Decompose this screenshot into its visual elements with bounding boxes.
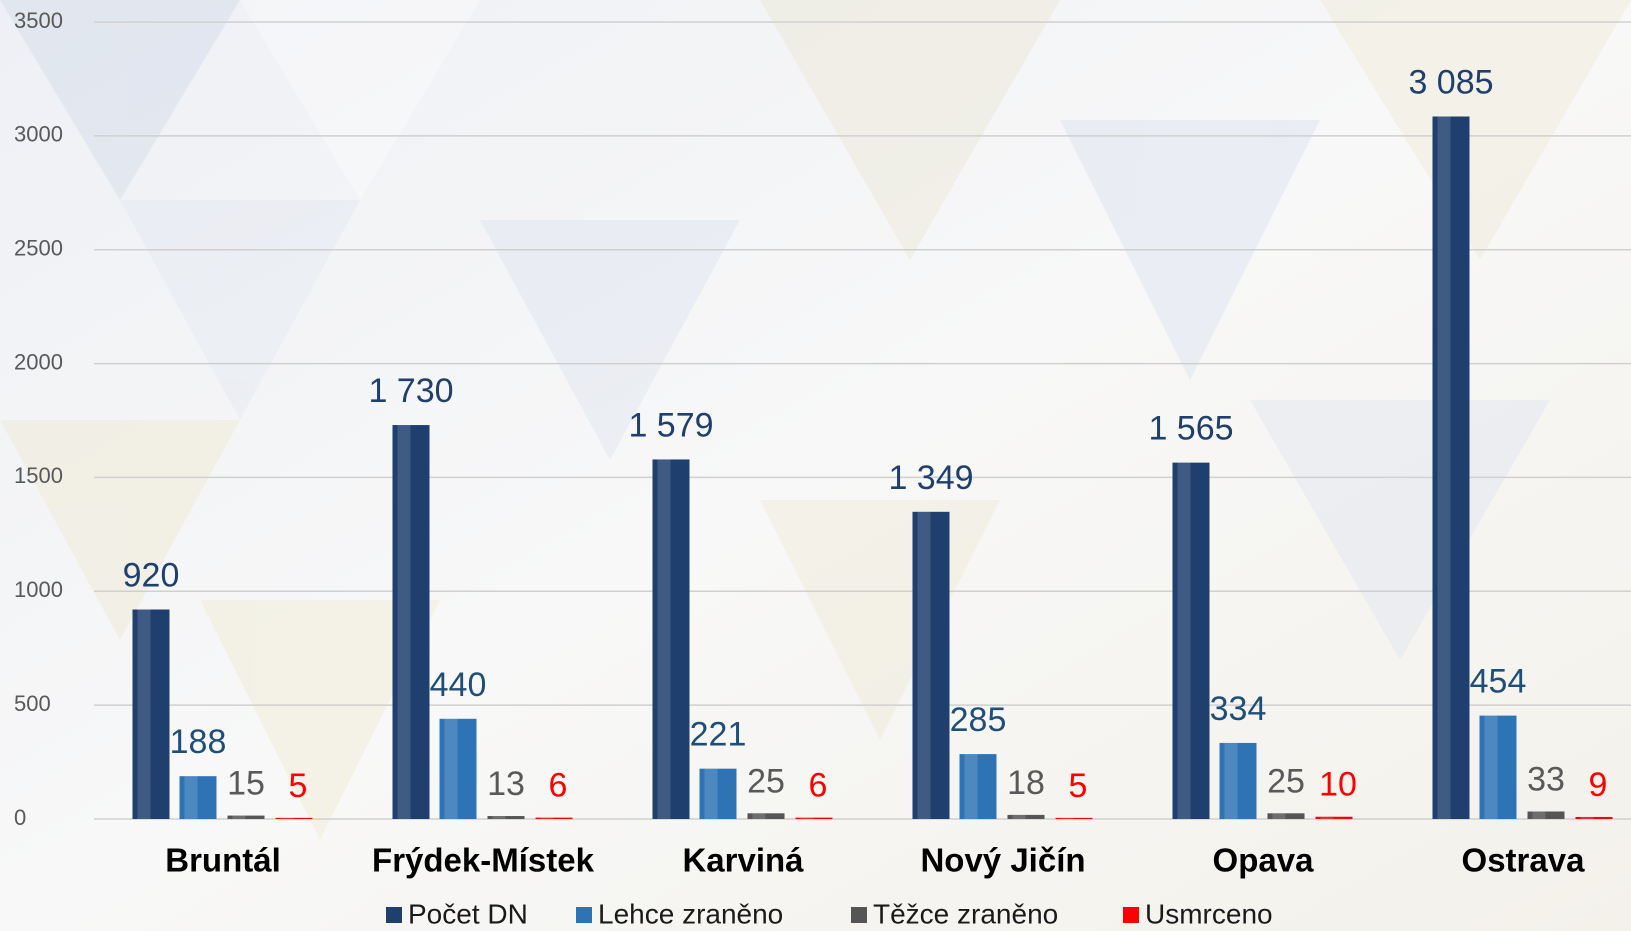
bar-highlight xyxy=(1012,814,1026,819)
data-label: 440 xyxy=(430,666,487,704)
data-label: 1 349 xyxy=(888,459,973,497)
bar xyxy=(912,511,950,819)
bar xyxy=(392,425,430,819)
x-tick-label: Frýdek-Místek xyxy=(372,842,595,879)
bar xyxy=(747,813,785,819)
y-tick-label: 2000 xyxy=(14,349,63,374)
legend-swatch xyxy=(851,907,867,923)
bar-highlight xyxy=(137,609,151,819)
bar-highlight xyxy=(397,425,411,819)
data-label: 285 xyxy=(950,701,1007,739)
bar-highlight xyxy=(280,817,294,819)
bar-highlight xyxy=(540,817,554,819)
bar-highlight xyxy=(657,459,671,819)
data-label: 18 xyxy=(1007,764,1045,802)
bar xyxy=(959,754,997,819)
data-label: 5 xyxy=(1069,767,1088,805)
data-label: 5 xyxy=(289,767,308,805)
bar-highlight xyxy=(1060,817,1074,819)
legend-swatch xyxy=(386,907,402,923)
data-label: 15 xyxy=(227,765,265,803)
y-tick-label: 3500 xyxy=(14,8,63,33)
data-label: 221 xyxy=(690,716,747,754)
bar xyxy=(487,816,525,819)
bar xyxy=(1172,462,1210,819)
x-tick-label: Karviná xyxy=(682,842,804,879)
data-label: 25 xyxy=(747,762,785,800)
bar xyxy=(1527,811,1565,819)
bar-highlight xyxy=(1224,742,1238,819)
bar xyxy=(439,718,477,819)
data-label: 25 xyxy=(1267,762,1305,800)
data-label: 188 xyxy=(170,723,227,761)
legend-label: Těžce zraněno xyxy=(873,898,1058,929)
bar xyxy=(652,459,690,819)
bar-highlight xyxy=(1484,715,1498,819)
bar-highlight xyxy=(800,817,814,819)
x-tick-label: Bruntál xyxy=(165,842,281,879)
bar xyxy=(1575,816,1613,819)
bar-highlight xyxy=(1177,462,1191,819)
bar-highlight xyxy=(444,718,458,819)
y-tick-label: 1500 xyxy=(14,463,63,488)
legend-label: Lehce zraněno xyxy=(598,898,783,929)
bar xyxy=(699,768,737,819)
y-tick-label: 2500 xyxy=(14,236,63,261)
bar xyxy=(1055,817,1093,819)
bar xyxy=(535,817,573,819)
data-label: 1 579 xyxy=(628,406,713,444)
data-label: 33 xyxy=(1527,760,1565,798)
data-label: 334 xyxy=(1210,690,1267,728)
legend-label: Počet DN xyxy=(408,898,528,929)
bar xyxy=(1479,715,1517,819)
bar xyxy=(1267,813,1305,819)
y-tick-label: 500 xyxy=(14,691,51,716)
legend-label: Usmrceno xyxy=(1145,898,1273,929)
data-label: 1 565 xyxy=(1148,410,1233,448)
bar xyxy=(179,776,217,819)
x-tick-label: Ostrava xyxy=(1462,842,1586,879)
data-label: 6 xyxy=(549,767,568,805)
data-label: 10 xyxy=(1319,766,1357,804)
data-label: 920 xyxy=(123,556,180,594)
bar xyxy=(132,609,170,819)
bar-highlight xyxy=(1437,116,1451,820)
bar-highlight xyxy=(1320,816,1334,819)
data-label: 13 xyxy=(487,765,525,803)
x-tick-label: Opava xyxy=(1213,842,1315,879)
bar xyxy=(1315,816,1353,819)
data-label: 9 xyxy=(1589,766,1608,804)
data-label: 3 085 xyxy=(1408,63,1493,101)
data-label: 454 xyxy=(1470,663,1527,701)
bar-highlight xyxy=(1532,811,1546,819)
bar xyxy=(275,817,313,819)
y-tick-label: 3000 xyxy=(14,122,63,147)
bar-highlight xyxy=(917,511,931,819)
bar-highlight xyxy=(704,768,718,819)
bar-highlight xyxy=(1580,816,1594,819)
bar xyxy=(1007,814,1045,819)
bar-highlight xyxy=(752,813,766,819)
bar-highlight xyxy=(964,754,978,819)
bar-highlight xyxy=(184,776,198,819)
x-tick-label: Nový Jičín xyxy=(920,842,1085,879)
data-label: 6 xyxy=(809,767,828,805)
bar xyxy=(795,817,833,819)
bar-highlight xyxy=(1272,813,1286,819)
bar-highlight xyxy=(492,816,506,819)
bar xyxy=(227,815,265,819)
bar xyxy=(1432,116,1470,820)
legend-swatch xyxy=(576,907,592,923)
legend-swatch xyxy=(1123,907,1139,923)
bar xyxy=(1219,742,1257,819)
y-tick-label: 0 xyxy=(14,805,26,830)
data-label: 1 730 xyxy=(368,372,453,410)
y-tick-label: 1000 xyxy=(14,577,63,602)
bar-highlight xyxy=(232,815,246,819)
